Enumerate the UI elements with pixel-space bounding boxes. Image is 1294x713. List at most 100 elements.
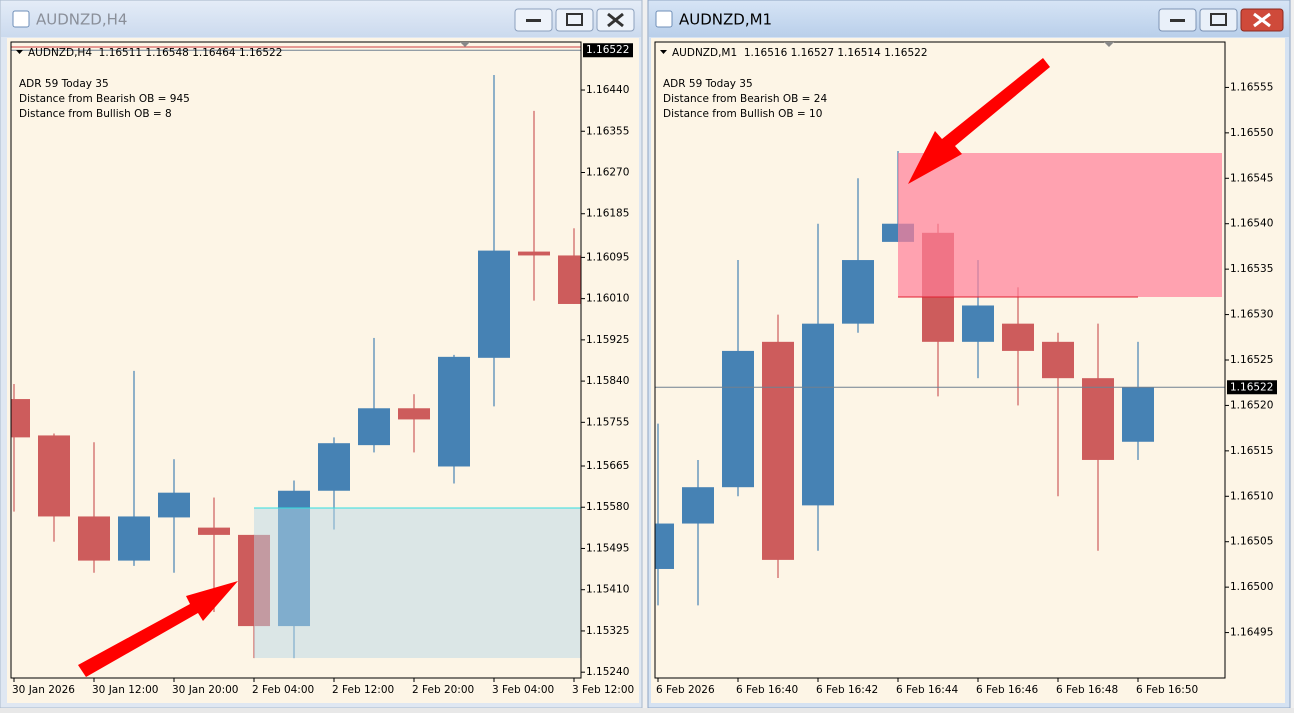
maximize-button[interactable]	[555, 8, 594, 32]
y-tick-label: 1.16535	[1230, 263, 1273, 275]
chart-area	[651, 38, 1285, 703]
current-price-box	[1227, 380, 1277, 395]
x-tick-label: 6 Feb 2026	[656, 684, 715, 696]
y-tick-label: 1.16525	[1230, 354, 1273, 366]
y-tick-label: 1.16270	[586, 166, 629, 178]
candle-body	[682, 487, 714, 524]
minimize-glyph	[526, 19, 541, 22]
indicator-text: ADR 59 Today 35	[663, 78, 753, 90]
y-tick-label: 1.16545	[1230, 172, 1273, 184]
y-tick-label: 1.15665	[586, 460, 629, 472]
x-tick-label: 6 Feb 16:44	[896, 684, 959, 696]
y-tick-label: 1.16010	[586, 293, 629, 305]
candle-body	[78, 516, 110, 561]
candle-body	[11, 399, 30, 438]
x-tick-label: 30 Jan 2026	[12, 684, 75, 696]
bearish-ob-zone	[898, 153, 1222, 297]
candle-body	[762, 341, 794, 560]
axes: AUDNZD,M1 1.16516 1.16527 1.16514 1.1652…	[656, 47, 1277, 696]
y-tick-label: 1.15325	[586, 625, 629, 637]
candle-body	[722, 350, 754, 488]
maximize-glyph	[1210, 13, 1227, 26]
plot-border	[10, 41, 582, 679]
window-icon	[655, 10, 673, 28]
y-tick-label: 1.16440	[586, 84, 629, 96]
candle-body	[438, 356, 470, 467]
axes: AUDNZD,H4 1.16511 1.16548 1.16464 1.1652…	[12, 43, 634, 696]
y-tick-label: 1.16515	[1230, 445, 1273, 457]
candle-body	[478, 250, 510, 358]
window-icon	[12, 10, 30, 28]
candle-body	[558, 255, 581, 304]
indicator-text: Distance from Bullish OB = 8	[19, 108, 172, 120]
y-tick-label: 1.15840	[586, 375, 629, 387]
maximize-button[interactable]	[1199, 8, 1238, 32]
y-tick-label: 1.16095	[586, 251, 629, 263]
candle-body	[1002, 323, 1034, 351]
candle-body	[962, 305, 994, 342]
close-glyph	[607, 12, 624, 28]
bullish-ob-zone	[254, 508, 581, 658]
maximize-glyph	[566, 13, 583, 26]
candle-body	[158, 492, 190, 518]
close-glyph	[1253, 12, 1271, 28]
x-tick-label: 2 Feb 04:00	[252, 684, 314, 696]
y-tick-label: 1.15410	[586, 584, 629, 596]
x-tick-label: 6 Feb 16:40	[736, 684, 798, 696]
current-price-label: 1.16522	[586, 44, 629, 56]
y-tick-label: 1.15495	[586, 542, 629, 554]
y-tick-label: 1.15925	[586, 334, 629, 346]
x-tick-label: 6 Feb 16:42	[816, 684, 878, 696]
x-tick-label: 30 Jan 12:00	[92, 684, 158, 696]
candle-body	[1122, 387, 1154, 442]
candle-body	[38, 435, 70, 517]
window-title: AUDNZD,H4	[36, 11, 127, 29]
y-tick-label: 1.16550	[1230, 127, 1273, 139]
y-tick-label: 1.16530	[1230, 309, 1273, 321]
y-tick-label: 1.16500	[1230, 581, 1273, 593]
indicator-text: Distance from Bullish OB = 10	[663, 108, 822, 120]
y-tick-label: 1.16185	[586, 208, 629, 220]
y-tick-label: 1.16540	[1230, 218, 1273, 230]
y-tick-label: 1.16505	[1230, 536, 1273, 548]
zone-layer	[11, 46, 581, 658]
candle-body	[802, 323, 834, 506]
indicator-text: Distance from Bearish OB = 24	[663, 93, 827, 105]
current-price-box	[583, 43, 633, 58]
candle-body	[118, 516, 150, 561]
candle-body	[398, 408, 430, 420]
candle-body	[1082, 378, 1114, 460]
indicator-text: Distance from Bearish OB = 945	[19, 93, 190, 105]
candle-body	[518, 251, 550, 256]
x-tick-label: 2 Feb 12:00	[332, 684, 394, 696]
x-tick-label: 6 Feb 16:48	[1056, 684, 1118, 696]
x-tick-label: 2 Feb 20:00	[412, 684, 474, 696]
candle-body	[1042, 341, 1074, 379]
y-tick-label: 1.16510	[1230, 490, 1273, 502]
candle-body	[842, 260, 874, 324]
x-tick-label: 30 Jan 20:00	[172, 684, 238, 696]
arrow	[78, 581, 238, 677]
window-title: AUDNZD,M1	[679, 11, 772, 29]
minimize-glyph	[1170, 19, 1185, 22]
x-tick-label: 3 Feb 12:00	[572, 684, 634, 696]
y-tick-label: 1.16355	[586, 125, 629, 137]
y-tick-label: 1.15580	[586, 501, 629, 513]
candle-body	[655, 523, 674, 569]
candle-body	[358, 408, 390, 446]
x-tick-label: 6 Feb 16:50	[1136, 684, 1198, 696]
dropdown-arrow	[16, 50, 23, 54]
y-tick-label: 1.16555	[1230, 81, 1273, 93]
y-tick-label: 1.15240	[586, 666, 629, 678]
chart-header: AUDNZD,M1 1.16516 1.16527 1.16514 1.1652…	[672, 47, 928, 59]
candle-body	[198, 527, 230, 535]
chart-header: AUDNZD,H4 1.16511 1.16548 1.16464 1.1652…	[28, 47, 282, 59]
current-price-label: 1.16522	[1230, 381, 1273, 393]
y-tick-label: 1.16520	[1230, 399, 1273, 411]
arrow	[908, 58, 1050, 184]
x-tick-label: 3 Feb 04:00	[492, 684, 554, 696]
indicator-text: ADR 59 Today 35	[19, 78, 109, 90]
status-strip	[0, 708, 1294, 713]
zone-layer	[898, 153, 1222, 298]
y-tick-label: 1.16495	[1230, 627, 1273, 639]
